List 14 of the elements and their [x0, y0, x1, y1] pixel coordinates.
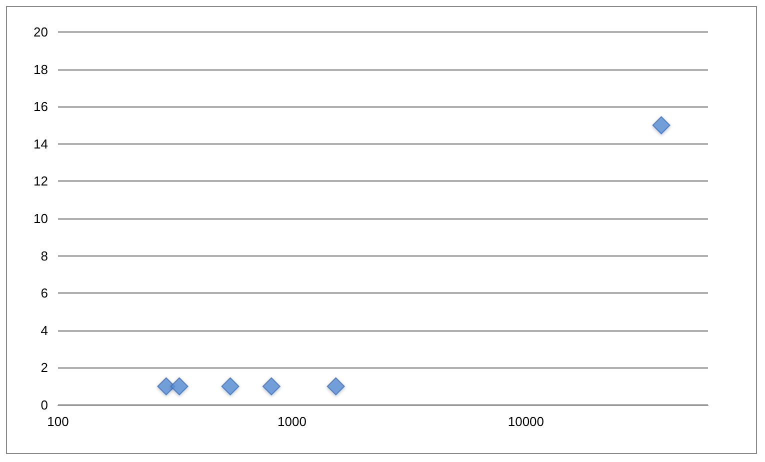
y-tick-label: 18 [34, 62, 48, 77]
y-tick-label: 4 [40, 322, 48, 338]
y-tick-label: 14 [34, 136, 48, 152]
x-tick-label: 10000 [508, 414, 544, 429]
y-tick-label: 2 [40, 360, 48, 376]
x-tick-label: 100 [47, 414, 69, 429]
y-tick-label: 0 [40, 398, 48, 412]
x-tick-label: 1000 [278, 414, 306, 429]
y-tick-label: 12 [34, 174, 48, 189]
y-tick-label: 20 [34, 24, 48, 40]
y-tick-label: 16 [34, 99, 48, 114]
y-tick-label: 10 [34, 211, 48, 226]
y-tick-label: 8 [40, 248, 48, 264]
y-tick-label: 6 [40, 286, 48, 301]
